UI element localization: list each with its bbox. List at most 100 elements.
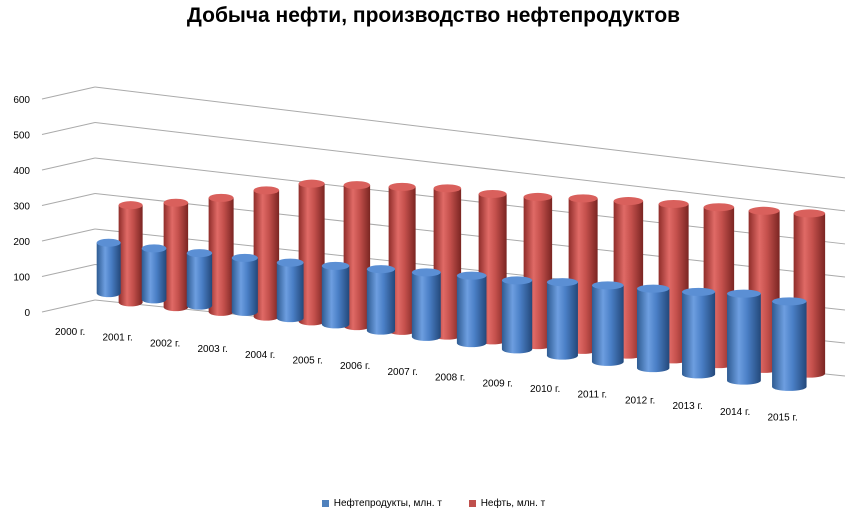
bar-petroleum-products <box>411 268 441 341</box>
legend-label: Нефтепродукты, млн. т <box>333 498 442 509</box>
bar-petroleum-products-top <box>366 265 396 274</box>
bar-oil-top <box>298 179 325 188</box>
bar-oil <box>343 181 371 331</box>
gridline-left <box>41 122 96 135</box>
y-tick-label: 0 <box>24 308 30 319</box>
bar-oil-body <box>118 205 143 307</box>
legend-label: Нефть, млн. т <box>480 498 546 509</box>
bar-petroleum-products-top <box>411 268 441 277</box>
bar-petroleum-products-top <box>186 249 213 258</box>
bar-oil-body <box>253 190 280 321</box>
bar-oil-body <box>343 185 371 331</box>
legend-swatch-red <box>468 499 476 507</box>
bar-oil-top <box>388 182 416 191</box>
bar-petroleum-products <box>546 278 578 360</box>
bar-petroleum-products <box>501 276 533 354</box>
bar-petroleum-products-body <box>636 288 670 373</box>
gridline <box>94 86 846 179</box>
bar-oil <box>208 193 234 316</box>
x-tick-label: 2000 г. <box>55 327 85 338</box>
gridline-left <box>41 193 96 206</box>
bar-petroleum-products-top <box>772 297 807 306</box>
bar-oil <box>298 179 325 326</box>
bar-petroleum-products-body <box>727 293 761 385</box>
bar-oil-top <box>208 193 234 202</box>
y-tick-label: 500 <box>13 131 30 142</box>
bar-petroleum-products-top <box>727 289 761 298</box>
bar-petroleum-products <box>591 281 624 366</box>
bar-petroleum-products-body <box>96 242 121 298</box>
bar-petroleum-products-body <box>321 265 350 329</box>
y-tick-label: 400 <box>13 166 30 177</box>
bar-petroleum-products-top <box>501 276 533 285</box>
bar-petroleum-products <box>276 258 304 323</box>
gridline-left <box>41 86 96 100</box>
bar-petroleum-products-top <box>682 287 716 296</box>
bar-petroleum-products-body <box>682 291 716 379</box>
bar-petroleum-products-body <box>546 282 578 360</box>
bar-oil-top <box>163 198 189 207</box>
bar-petroleum-products <box>727 289 761 385</box>
bar-oil-top <box>523 192 553 201</box>
bar-petroleum-products-top <box>321 261 350 270</box>
bar-oil-top <box>703 203 735 212</box>
bar-petroleum-products-body <box>276 262 304 323</box>
bar-petroleum-products-body <box>772 301 807 391</box>
bar-petroleum-products <box>141 244 167 304</box>
y-tick-label: 600 <box>13 95 30 106</box>
bar-petroleum-products-body <box>456 275 487 348</box>
x-tick-label: 2002 г. <box>150 338 180 349</box>
y-tick-label: 100 <box>13 273 30 284</box>
bar-petroleum-products <box>636 284 670 373</box>
bar-oil <box>388 182 416 335</box>
x-tick-label: 2004 г. <box>245 350 275 361</box>
bar-oil-body <box>163 202 189 312</box>
bar-oil <box>253 186 280 321</box>
bar-oil-top <box>253 186 280 195</box>
x-axis-categories: 2000 г. 2001 г. 2002 г. 2003 г. 2004 г. 2005 … <box>55 327 798 424</box>
bar-petroleum-products-top <box>456 271 487 280</box>
x-tick-label: 2006 г. <box>340 361 370 372</box>
bar-oil-top <box>613 197 644 206</box>
bar-oil-top <box>433 184 462 193</box>
bar-oil-top <box>478 189 507 198</box>
bar-petroleum-products-body <box>366 269 396 335</box>
bar-petroleum-products <box>366 265 396 335</box>
bar-petroleum-products-top <box>591 281 624 290</box>
y-tick-label: 300 <box>13 202 30 213</box>
x-tick-label: 2013 г. <box>673 401 703 412</box>
gridline <box>94 122 846 212</box>
x-tick-label: 2003 г. <box>198 344 228 355</box>
y-tick-label: 200 <box>13 237 30 248</box>
legend-swatch-blue <box>321 499 329 507</box>
legend: Нефтепродукты, млн. т Нефть, млн. т <box>0 498 867 509</box>
x-tick-label: 2014 г. <box>720 407 750 418</box>
y-axis-ticks: 0 100 200 300 400 500 600 <box>13 95 30 319</box>
bar-oil-top <box>343 181 371 190</box>
gridline-left <box>41 228 96 242</box>
bar-petroleum-products <box>456 271 487 348</box>
x-tick-label: 2007 г. <box>388 367 418 378</box>
bar-petroleum-products <box>682 287 716 379</box>
bar-petroleum-products-body <box>411 272 441 341</box>
bar-petroleum-products <box>96 238 121 298</box>
bar-petroleum-products-body <box>141 248 167 304</box>
chart-title: Добыча нефти, производство нефтепродукто… <box>186 4 681 27</box>
bar-petroleum-products-top <box>546 278 578 287</box>
x-tick-label: 2001 г. <box>103 333 133 344</box>
bar-petroleum-products-body <box>186 253 213 310</box>
bar-petroleum-products <box>186 249 213 310</box>
bar-petroleum-products-top <box>636 284 670 293</box>
bar-petroleum-products-top <box>96 238 121 247</box>
bar-petroleum-products-body <box>591 285 624 366</box>
series-petroleum-products <box>96 238 807 391</box>
x-tick-label: 2015 г. <box>768 413 798 424</box>
bar-oil-top <box>568 194 598 203</box>
legend-item-oil: Нефть, млн. т <box>468 498 546 509</box>
bar-oil-top <box>793 209 826 218</box>
bar-petroleum-products <box>231 253 258 316</box>
bar-petroleum-products-top <box>276 258 304 267</box>
bar-petroleum-products-top <box>231 253 258 262</box>
bar-petroleum-products-body <box>231 257 258 316</box>
